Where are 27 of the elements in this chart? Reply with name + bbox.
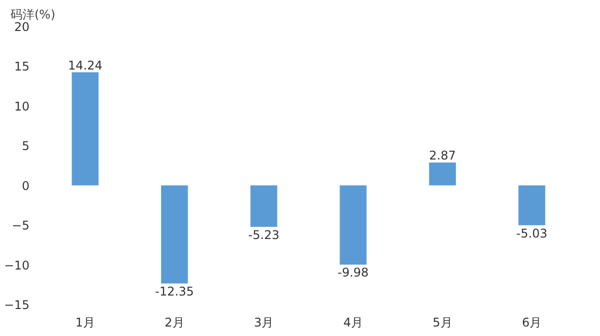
x-tick-label: 4月 [343,316,363,330]
y-tick-label: 10 [14,99,30,114]
y-tick-label: −5 [12,218,30,233]
y-tick-label: 20 [14,20,30,34]
bar [429,162,456,186]
data-label: -5.23 [248,228,280,242]
bar [72,72,99,186]
data-label: 2.87 [429,148,456,163]
bar [340,185,367,265]
y-tick-label: 5 [22,139,30,154]
y-tick-label: 15 [14,60,30,74]
y-tick-label: −15 [4,298,30,312]
data-label: -9.98 [338,266,369,280]
x-tick-label: 6月 [522,316,542,330]
data-label: -5.03 [516,226,548,240]
data-label: 14.24 [68,58,102,72]
y-tick-label: −10 [4,258,30,272]
bar [250,185,278,227]
bar [161,185,188,284]
y-axis-title: 码洋(%) [10,8,56,22]
x-tick-label: 2月 [164,316,184,330]
bar [518,185,546,226]
data-label: -12.35 [155,284,194,298]
y-tick-label: 0 [22,178,30,193]
x-tick-label: 3月 [254,316,274,330]
x-tick-label: 1月 [75,316,95,330]
x-tick-label: 5月 [432,316,452,330]
